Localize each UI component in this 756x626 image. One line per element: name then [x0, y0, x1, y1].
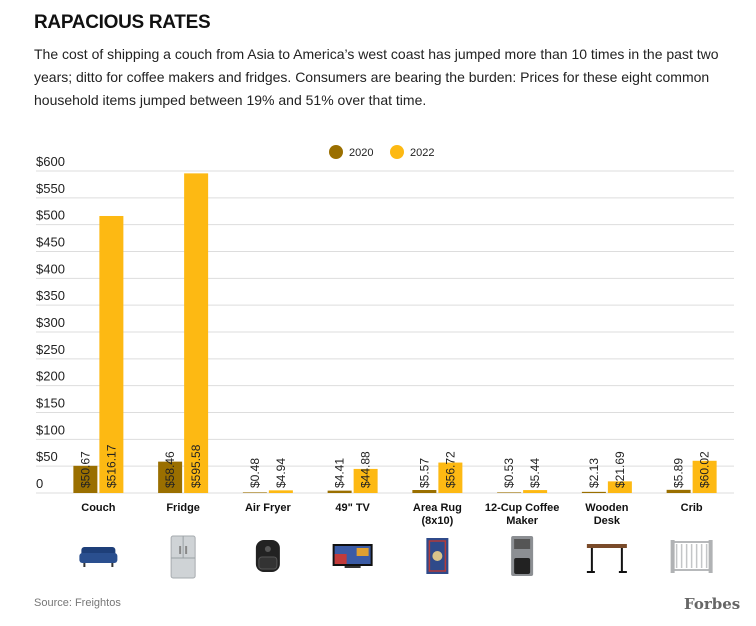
bar-2022	[99, 215, 124, 493]
air-fryer-icon	[255, 540, 280, 572]
bar-2020	[412, 490, 437, 493]
bar-2020	[158, 461, 183, 493]
crib-icon	[670, 540, 713, 573]
bar-2020	[73, 465, 98, 493]
y-tick-label: $150	[36, 396, 65, 411]
y-tick-label: 0	[36, 476, 43, 491]
desk-icon	[586, 544, 627, 573]
forbes-logo: Forbes	[684, 595, 741, 613]
bar-2020	[581, 491, 606, 493]
bar-value-label-2022: $4.94	[274, 458, 288, 488]
bar-value-label-2020: $5.89	[672, 458, 686, 488]
legend-item: 2020	[329, 145, 373, 159]
y-tick-label: $550	[36, 181, 65, 196]
bars	[73, 173, 717, 493]
legend: 2020 2022	[329, 145, 434, 159]
y-tick-label: $50	[36, 449, 58, 464]
bar-chart: 0 $50 $100 $150 $200 $250 $300 $350 $400 $450 $500…	[36, 145, 734, 579]
y-tick-label: $450	[36, 235, 65, 250]
category-label: Wooden Desk	[585, 502, 628, 527]
legend-item: 2022	[390, 145, 434, 159]
bar-2020	[327, 490, 352, 493]
category-label: 12-Cup Coffee Maker	[485, 502, 560, 527]
bar-2022	[438, 462, 463, 493]
y-tick-label: $300	[36, 315, 65, 330]
y-tick-label: $200	[36, 369, 65, 384]
bar-2022	[268, 490, 293, 493]
bar-2022	[353, 468, 378, 493]
y-tick-label: $500	[36, 208, 65, 223]
category-label: Crib	[681, 502, 703, 514]
bar-value-label-2020: $0.48	[248, 458, 262, 488]
bar-value-label-2022: $56.72	[443, 451, 457, 488]
television-icon	[332, 544, 373, 568]
legend-label: 2022	[410, 147, 434, 159]
bar-2022	[692, 460, 717, 493]
bar-value-label-2022: $60.02	[698, 451, 712, 488]
category-label: Air Fryer	[245, 502, 292, 514]
y-tick-label: $600	[36, 154, 65, 169]
category-label: Couch	[81, 502, 116, 514]
y-tick-label: $400	[36, 261, 65, 276]
y-tick-label: $250	[36, 342, 65, 357]
bar-2022	[184, 173, 209, 493]
sofa-icon	[79, 547, 118, 567]
bar-2022	[523, 490, 548, 493]
chart-title: RAPACIOUS RATES	[34, 12, 211, 33]
bar-value-label-2020: $0.53	[502, 458, 516, 488]
bar-value-label-2022: $5.44	[528, 458, 542, 488]
bar-value-label-2020: $5.57	[417, 458, 431, 488]
legend-label: 2020	[349, 147, 373, 159]
bar-2020	[497, 492, 522, 493]
bar-2020	[242, 492, 267, 493]
bar-value-label-2022: $595.58	[189, 444, 203, 488]
category-icons	[79, 535, 713, 579]
y-tick-label: $100	[36, 422, 65, 437]
category-label: 49" TV	[335, 502, 370, 514]
bar-value-label-2020: $4.41	[333, 458, 347, 488]
source-note: Source: Freightos	[34, 597, 121, 609]
bar-value-labels: $50.67 $516.17 $58.46 $595.58 $0.48 $4.94 $4.4…	[78, 444, 711, 488]
legend-swatch	[390, 145, 404, 159]
category-label: Area Rug (8x10)	[413, 502, 462, 527]
bar-value-label-2022: $44.88	[359, 451, 373, 488]
rug-icon	[426, 538, 449, 574]
bar-value-label-2022: $21.69	[613, 451, 627, 488]
y-axis-tick-labels: 0 $50 $100 $150 $200 $250 $300 $350 $400 $450 $500…	[36, 154, 65, 491]
chart-subtitle: The cost of shipping a couch from Asia t…	[34, 46, 719, 108]
bar-value-label-2022: $516.17	[104, 444, 118, 488]
legend-swatch	[329, 145, 343, 159]
bar-value-label-2020: $2.13	[587, 458, 601, 488]
coffee-maker-icon	[511, 536, 534, 576]
category-label: Fridge	[166, 502, 200, 514]
bar-value-label-2020: $50.67	[78, 451, 92, 488]
bar-2020	[666, 489, 691, 493]
bar-2022	[607, 481, 632, 493]
bar-value-label-2020: $58.46	[163, 451, 177, 488]
fridge-icon	[170, 535, 196, 579]
x-axis-category-labels: Couch Fridge Air Fryer 49" TV Area Rug (8x10)…	[81, 502, 703, 527]
y-tick-label: $350	[36, 288, 65, 303]
gridlines	[36, 170, 734, 494]
